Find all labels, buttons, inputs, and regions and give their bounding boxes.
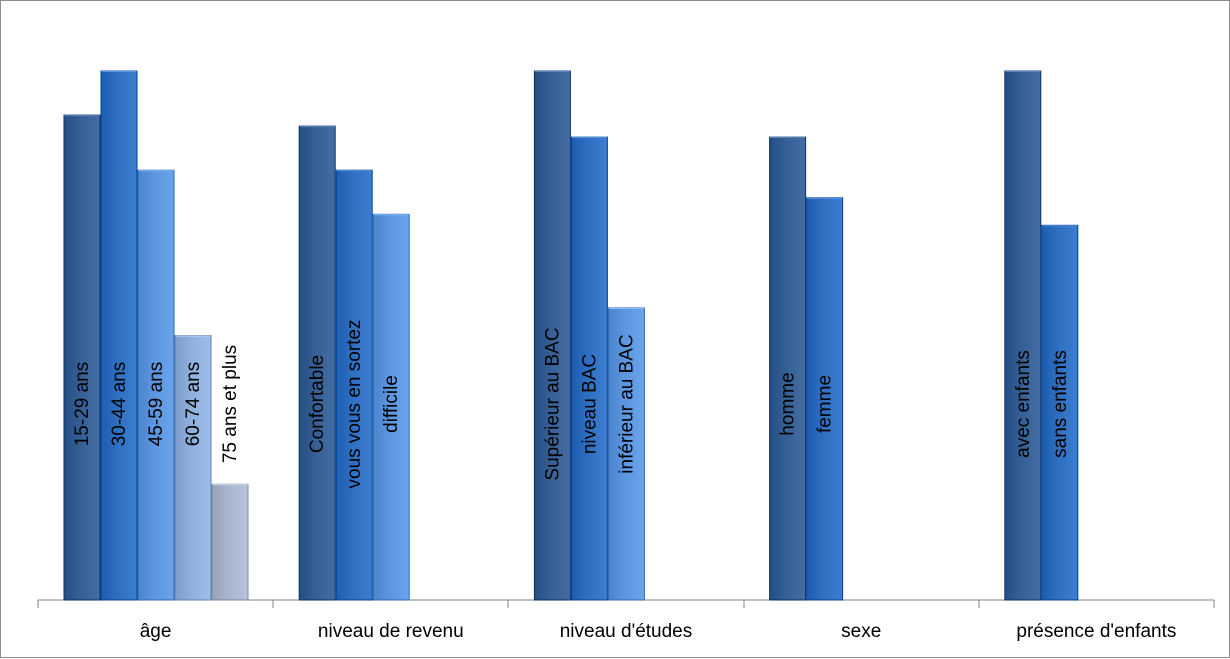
bar bbox=[533, 70, 571, 601]
category-tick-label: sexe bbox=[841, 621, 881, 642]
bar bbox=[1041, 224, 1079, 601]
bar-data-label: 75 ans et plus bbox=[220, 345, 241, 463]
bar bbox=[335, 169, 373, 601]
bar bbox=[100, 70, 138, 601]
bar-data-label: vous vous en sortez bbox=[344, 320, 365, 489]
bar bbox=[63, 114, 101, 601]
bar-data-label: avec enfants bbox=[1013, 350, 1034, 458]
bar-data-label: 45-59 ans bbox=[146, 362, 167, 447]
bar-data-label: 15-29 ans bbox=[72, 362, 93, 447]
bar-data-label: difficile bbox=[381, 375, 402, 433]
bar bbox=[806, 197, 844, 601]
bar-data-label: 30-44 ans bbox=[109, 362, 130, 447]
bar bbox=[607, 307, 645, 601]
bar bbox=[1004, 70, 1042, 601]
bar bbox=[211, 483, 249, 601]
bar-data-label: femme bbox=[815, 375, 836, 433]
bar-data-label: inférieur au BAC bbox=[616, 334, 637, 473]
bar bbox=[137, 169, 175, 601]
bar-data-label: homme bbox=[778, 372, 799, 435]
bar-data-label: 60-74 ans bbox=[183, 362, 204, 447]
bar bbox=[372, 213, 410, 601]
bar bbox=[769, 136, 807, 601]
bar-data-label: Confortable bbox=[307, 355, 328, 453]
bar-data-label: sans enfants bbox=[1050, 350, 1071, 458]
bar bbox=[174, 335, 212, 601]
category-tick-label: niveau de revenu bbox=[318, 621, 464, 642]
category-tick-label: présence d'enfants bbox=[1016, 621, 1176, 642]
bar-data-label: niveau BAC bbox=[579, 354, 600, 454]
bar-data-label: Supérieur au BAC bbox=[542, 327, 563, 480]
category-tick-label: âge bbox=[140, 621, 172, 642]
category-tick-label: niveau d'études bbox=[560, 621, 693, 642]
